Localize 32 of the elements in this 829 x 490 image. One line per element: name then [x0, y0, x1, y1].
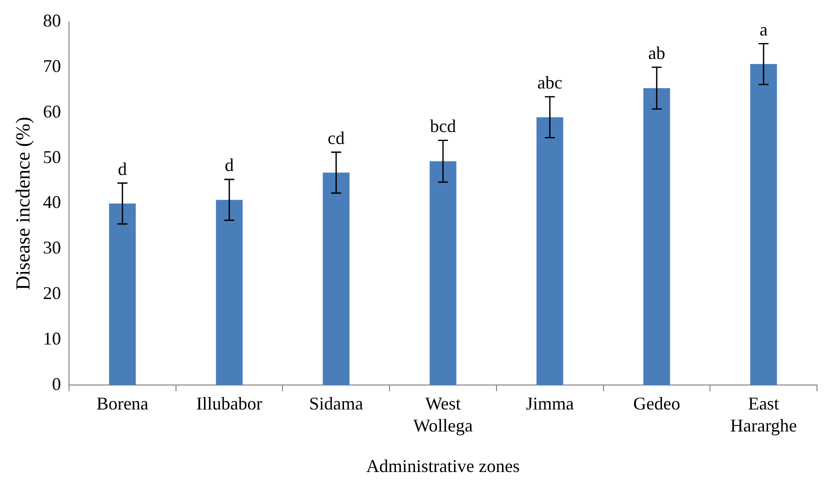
y-tick-label: 30 — [43, 238, 61, 258]
annotation: d — [118, 158, 127, 179]
y-tick-label: 20 — [43, 283, 61, 304]
annotation: d — [224, 155, 234, 176]
x-tick-label: Gedeo — [633, 394, 680, 414]
y-tick-label: 80 — [43, 10, 61, 31]
bar — [216, 200, 243, 386]
y-tick-label: 50 — [43, 146, 61, 167]
bar — [322, 172, 350, 386]
y-tick-label: 60 — [43, 101, 61, 122]
x-tick-label: Illubabor — [196, 394, 262, 414]
bar — [643, 88, 670, 386]
annotation: bcd — [430, 116, 456, 136]
annotation: ab — [648, 42, 666, 63]
y-tick-label: 70 — [43, 56, 61, 76]
x-tick-label: Sidama — [309, 394, 364, 414]
annotation: abc — [537, 72, 562, 92]
x-axis-title: Administrative zones — [366, 456, 520, 476]
x-tick-label: Borena — [96, 394, 148, 414]
bar — [750, 64, 777, 386]
annotation: a — [760, 19, 768, 40]
bar — [109, 204, 136, 386]
y-tick-label: 0 — [52, 374, 61, 394]
y-tick-label: 10 — [43, 328, 61, 349]
bar — [430, 161, 456, 386]
x-tick-label: Jimma — [526, 394, 574, 414]
bar — [536, 117, 564, 386]
x-tick-label: West Wollega — [413, 394, 473, 436]
y-axis-title: Disease incdence (%) — [12, 116, 34, 290]
annotation: cd — [328, 128, 345, 148]
y-tick-label: 40 — [43, 192, 61, 212]
x-tick-label: East Hararghe — [730, 394, 797, 436]
